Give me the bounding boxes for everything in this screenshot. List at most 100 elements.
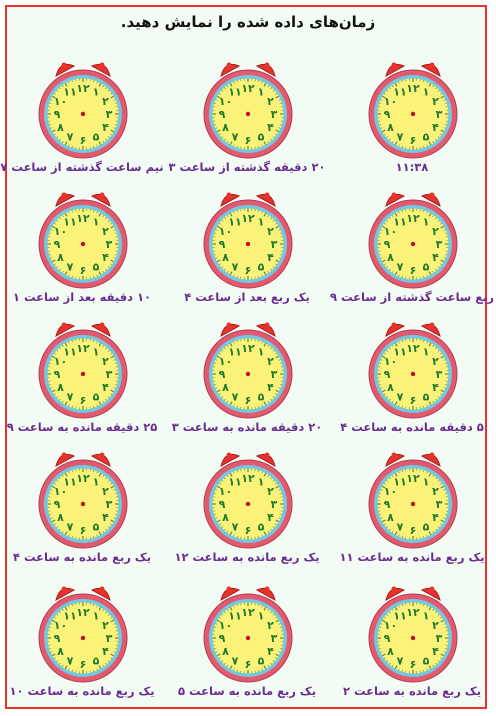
clock-numeral: ۸	[387, 251, 394, 264]
alarm-clock-icon: ۱۲ ۱ ۲ ۳ ۴ ۵ ۶ ۷ ۸ ۹ ۱۰ ۱۱	[366, 186, 460, 290]
clock-numeral: ۱	[423, 609, 430, 622]
clock-numeral: ۱۰	[54, 355, 67, 368]
clock-numeral: ۲	[102, 355, 109, 368]
clock-numeral: ۴	[267, 251, 274, 264]
clock-numeral: ۸	[222, 381, 229, 394]
clock-numeral: ۱۱	[228, 85, 241, 98]
clock-numeral: ۱۲	[76, 472, 90, 485]
clock-numeral: ۱۱	[63, 215, 76, 228]
clock-numeral: ۶	[80, 264, 87, 277]
alarm-clock-icon: ۱۲ ۱ ۲ ۳ ۴ ۵ ۶ ۷ ۸ ۹ ۱۰ ۱۱	[36, 186, 130, 290]
clock-numeral: ۵	[258, 521, 265, 534]
clock-numeral: ۱۲	[76, 342, 90, 355]
clock-numeral: ۱	[258, 345, 265, 358]
clock-caption: یک ربع مانده به ساعت ۱۲	[174, 550, 320, 564]
clock-numeral: ۱۱	[228, 215, 241, 228]
clock-numeral: ۱۲	[406, 606, 420, 619]
clock-numeral: ۵	[258, 261, 265, 274]
clock-numeral: ۱۱	[228, 475, 241, 488]
clock-numeral: ۵	[258, 131, 265, 144]
clock-caption: ۲۵ دقیقه مانده به ساعت ۹	[6, 420, 158, 434]
clock-numeral: ۶	[80, 658, 87, 671]
alarm-clock-icon: ۱۲ ۱ ۲ ۳ ۴ ۵ ۶ ۷ ۸ ۹ ۱۰ ۱۱	[201, 446, 295, 550]
clock-numeral: ۱۱	[393, 215, 406, 228]
clock-item: ۱۲ ۱ ۲ ۳ ۴ ۵ ۶ ۷ ۸ ۹ ۱۰ ۱۱ ۲۰ دقیقه گذشته از ساعت ۳	[165, 54, 329, 184]
clock-numeral: ۹	[54, 632, 61, 645]
clock-item: ۱۲ ۱ ۲ ۳ ۴ ۵ ۶ ۷ ۸ ۹ ۱۰ ۱۱ یک ربع مانده به ساعت ۴	[0, 444, 164, 574]
page-title: زمان‌های داده شده را نمایش دهید.	[120, 13, 376, 31]
clock-numeral: ۴	[267, 121, 274, 134]
clock-numeral: ۱۱	[63, 475, 76, 488]
alarm-clock-icon: ۱۲ ۱ ۲ ۳ ۴ ۵ ۶ ۷ ۸ ۹ ۱۰ ۱۱	[366, 56, 460, 160]
clock-item: ۱۲ ۱ ۲ ۳ ۴ ۵ ۶ ۷ ۸ ۹ ۱۰ ۱۱ نیم ساعت گذشته از ساعت ۷	[0, 54, 164, 184]
clock-numeral: ۶	[245, 658, 252, 671]
clock-numeral: ۲	[102, 619, 109, 632]
clock-caption: یک ربع بعد از ساعت ۴	[184, 290, 310, 304]
clock-numeral: ۱۲	[406, 342, 420, 355]
clock-numeral: ۱۰	[219, 225, 232, 238]
clock-numeral: ۹	[219, 368, 226, 381]
clock-numeral: ۵	[93, 261, 100, 274]
clock-numeral: ۱۲	[406, 82, 420, 95]
clock-numeral: ۱۲	[406, 472, 420, 485]
clock-numeral: ۶	[80, 394, 87, 407]
clock-numeral: ۳	[436, 498, 443, 511]
clock-item: ۱۲ ۱ ۲ ۳ ۴ ۵ ۶ ۷ ۸ ۹ ۱۰ ۱۱ یک ربع مانده به ساعت ۵	[165, 578, 329, 708]
clock-numeral: ۲	[267, 95, 274, 108]
clock-numeral: ۱	[423, 345, 430, 358]
clock-numeral: ۱۱	[393, 85, 406, 98]
alarm-clock-icon: ۱۲ ۱ ۲ ۳ ۴ ۵ ۶ ۷ ۸ ۹ ۱۰ ۱۱	[201, 56, 295, 160]
clock-numeral: ۱۱	[393, 345, 406, 358]
alarm-clock-icon: ۱۲ ۱ ۲ ۳ ۴ ۵ ۶ ۷ ۸ ۹ ۱۰ ۱۱	[36, 446, 130, 550]
clock-numeral: ۱۱	[228, 345, 241, 358]
clock-numeral: ۳	[271, 238, 278, 251]
clock-numeral: ۳	[271, 632, 278, 645]
clock-numeral: ۷	[67, 261, 74, 274]
clock-caption: ۱۰ دقیقه بعد از ساعت ۱	[12, 290, 152, 304]
clock-caption: ۲۰ دقیقه مانده به ساعت ۳	[171, 420, 323, 434]
alarm-clock-icon: ۱۲ ۱ ۲ ۳ ۴ ۵ ۶ ۷ ۸ ۹ ۱۰ ۱۱	[366, 580, 460, 684]
clock-numeral: ۸	[222, 251, 229, 264]
clock-numeral: ۳	[271, 108, 278, 121]
clock-numeral: ۱۲	[241, 82, 255, 95]
clock-numeral: ۱۲	[76, 606, 90, 619]
clock-caption: ۱۱:۳۸	[395, 160, 429, 174]
alarm-clock-icon: ۱۲ ۱ ۲ ۳ ۴ ۵ ۶ ۷ ۸ ۹ ۱۰ ۱۱	[366, 446, 460, 550]
clock-numeral: ۷	[397, 521, 404, 534]
clock-numeral: ۹	[54, 498, 61, 511]
clock-numeral: ۱۱	[228, 609, 241, 622]
clock-numeral: ۵	[93, 521, 100, 534]
clock-numeral: ۶	[410, 658, 417, 671]
clock-numeral: ۱۰	[384, 355, 397, 368]
clock-numeral: ۷	[232, 521, 239, 534]
clock-caption: یک ربع مانده به ساعت ۵	[177, 684, 317, 698]
clock-numeral: ۴	[432, 121, 439, 134]
clock-numeral: ۱۰	[219, 95, 232, 108]
clock-numeral: ۲	[432, 225, 439, 238]
clock-item: ۱۲ ۱ ۲ ۳ ۴ ۵ ۶ ۷ ۸ ۹ ۱۰ ۱۱ ۲۰ دقیقه مانده به ساعت ۳	[165, 314, 329, 444]
clock-numeral: ۱	[93, 215, 100, 228]
clock-numeral: ۱۰	[384, 619, 397, 632]
clock-numeral: ۵	[258, 655, 265, 668]
clock-numeral: ۱۰	[54, 485, 67, 498]
clock-numeral: ۱	[258, 85, 265, 98]
clock-numeral: ۸	[222, 645, 229, 658]
clock-numeral: ۱	[93, 609, 100, 622]
clock-item: ۱۲ ۱ ۲ ۳ ۴ ۵ ۶ ۷ ۸ ۹ ۱۰ ۱۱ ۲۵ دقیقه مانده به ساعت ۹	[0, 314, 164, 444]
clock-numeral: ۳	[436, 368, 443, 381]
clock-numeral: ۳	[271, 498, 278, 511]
clock-numeral: ۷	[232, 131, 239, 144]
clock-numeral: ۸	[387, 511, 394, 524]
clock-numeral: ۵	[423, 521, 430, 534]
clock-numeral: ۷	[67, 391, 74, 404]
clock-numeral: ۵	[423, 655, 430, 668]
clock-numeral: ۴	[432, 251, 439, 264]
clock-numeral: ۱۰	[219, 619, 232, 632]
clock-numeral: ۵	[423, 131, 430, 144]
clock-numeral: ۸	[387, 645, 394, 658]
clock-numeral: ۱۲	[406, 212, 420, 225]
clock-caption: نیم ساعت گذشته از ساعت ۷	[0, 160, 164, 174]
clock-numeral: ۴	[102, 381, 109, 394]
clock-numeral: ۳	[271, 368, 278, 381]
